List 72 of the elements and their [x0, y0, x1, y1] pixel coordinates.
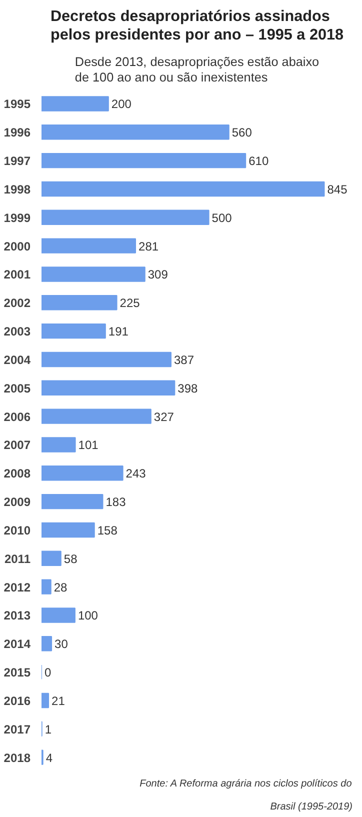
y-tick-label: 2011 — [4, 552, 31, 566]
bar — [42, 408, 152, 424]
bar — [42, 210, 210, 225]
y-tick-label: 2007 — [4, 438, 31, 452]
bar — [42, 522, 95, 538]
data-label: 327 — [154, 410, 174, 424]
y-tick-label: 2009 — [4, 495, 31, 510]
y-tick-label: 1999 — [4, 210, 31, 225]
data-label: 387 — [174, 352, 194, 367]
bar — [42, 494, 104, 510]
y-tick-label: 2010 — [4, 523, 31, 538]
bar — [42, 238, 136, 254]
y-tick-label: 2004 — [4, 352, 31, 367]
data-label: 58 — [64, 552, 78, 566]
y-tick-label: 2018 — [4, 750, 31, 765]
data-label: 243 — [126, 466, 146, 481]
y-tick-label: 2003 — [4, 324, 31, 339]
bar — [42, 266, 146, 282]
data-label: 100 — [78, 608, 98, 623]
data-label: 610 — [248, 154, 269, 168]
chart-title: Decretos desapropriatórios assinados pelos presidentes por ano – 1995 a 2018 — [50, 8, 344, 44]
y-tick-label: 2012 — [4, 580, 31, 594]
data-label: 30 — [54, 637, 68, 652]
bar — [42, 96, 109, 112]
data-label: 1 — [44, 722, 52, 736]
bar — [42, 636, 52, 652]
y-tick-label: 2017 — [4, 722, 31, 736]
bar — [42, 181, 325, 197]
y-tick-label: 2005 — [4, 381, 31, 396]
data-label: 183 — [106, 495, 126, 510]
y-tick-label: 2000 — [4, 239, 31, 254]
chart-subtitle: Desde 2013, desapropriações estão abaixo de 100 ao ano ou são inexistentes — [74, 55, 320, 84]
data-label: 398 — [178, 381, 198, 396]
bar — [42, 152, 246, 168]
y-tick-label: 2013 — [4, 608, 31, 623]
y-tick-label: 1995 — [4, 97, 31, 112]
bar — [42, 352, 172, 368]
data-label: 281 — [138, 239, 159, 254]
data-label: 0 — [44, 666, 52, 680]
data-label: 191 — [108, 324, 129, 339]
data-label: 225 — [120, 296, 140, 310]
data-label: 560 — [232, 126, 252, 140]
bar — [42, 380, 176, 396]
bar — [42, 323, 106, 339]
data-label: 845 — [327, 182, 348, 196]
bar — [42, 608, 76, 623]
y-tick-label: 2015 — [4, 666, 31, 680]
y-tick-label: 2016 — [4, 694, 31, 708]
y-tick-label: 2002 — [4, 296, 31, 310]
y-tick-label: 1998 — [4, 182, 31, 196]
data-label: 309 — [148, 268, 168, 282]
y-tick-label: 1997 — [4, 154, 31, 168]
y-tick-label: 2001 — [4, 268, 31, 282]
y-tick-label: 2008 — [4, 466, 31, 481]
data-label: 158 — [97, 523, 118, 538]
bar — [42, 466, 124, 481]
bar — [42, 124, 230, 140]
y-tick-label: 1996 — [4, 126, 31, 140]
bar — [42, 550, 62, 566]
data-label: 101 — [78, 438, 99, 452]
y-tick-label: 2006 — [4, 410, 31, 424]
y-tick-label: 2014 — [4, 637, 31, 652]
data-label: 28 — [54, 580, 68, 594]
bar — [42, 295, 118, 310]
bar — [42, 579, 52, 594]
text: Fonte: A Reforma agrária nos ciclos políticos do Brasil (1995-2019) — [140, 778, 352, 812]
data-label: 21 — [52, 694, 66, 708]
data-label: 500 — [212, 210, 232, 225]
data-label: 4 — [46, 750, 53, 765]
data-label: 200 — [111, 97, 132, 112]
bar — [42, 692, 50, 708]
bar — [42, 437, 76, 452]
